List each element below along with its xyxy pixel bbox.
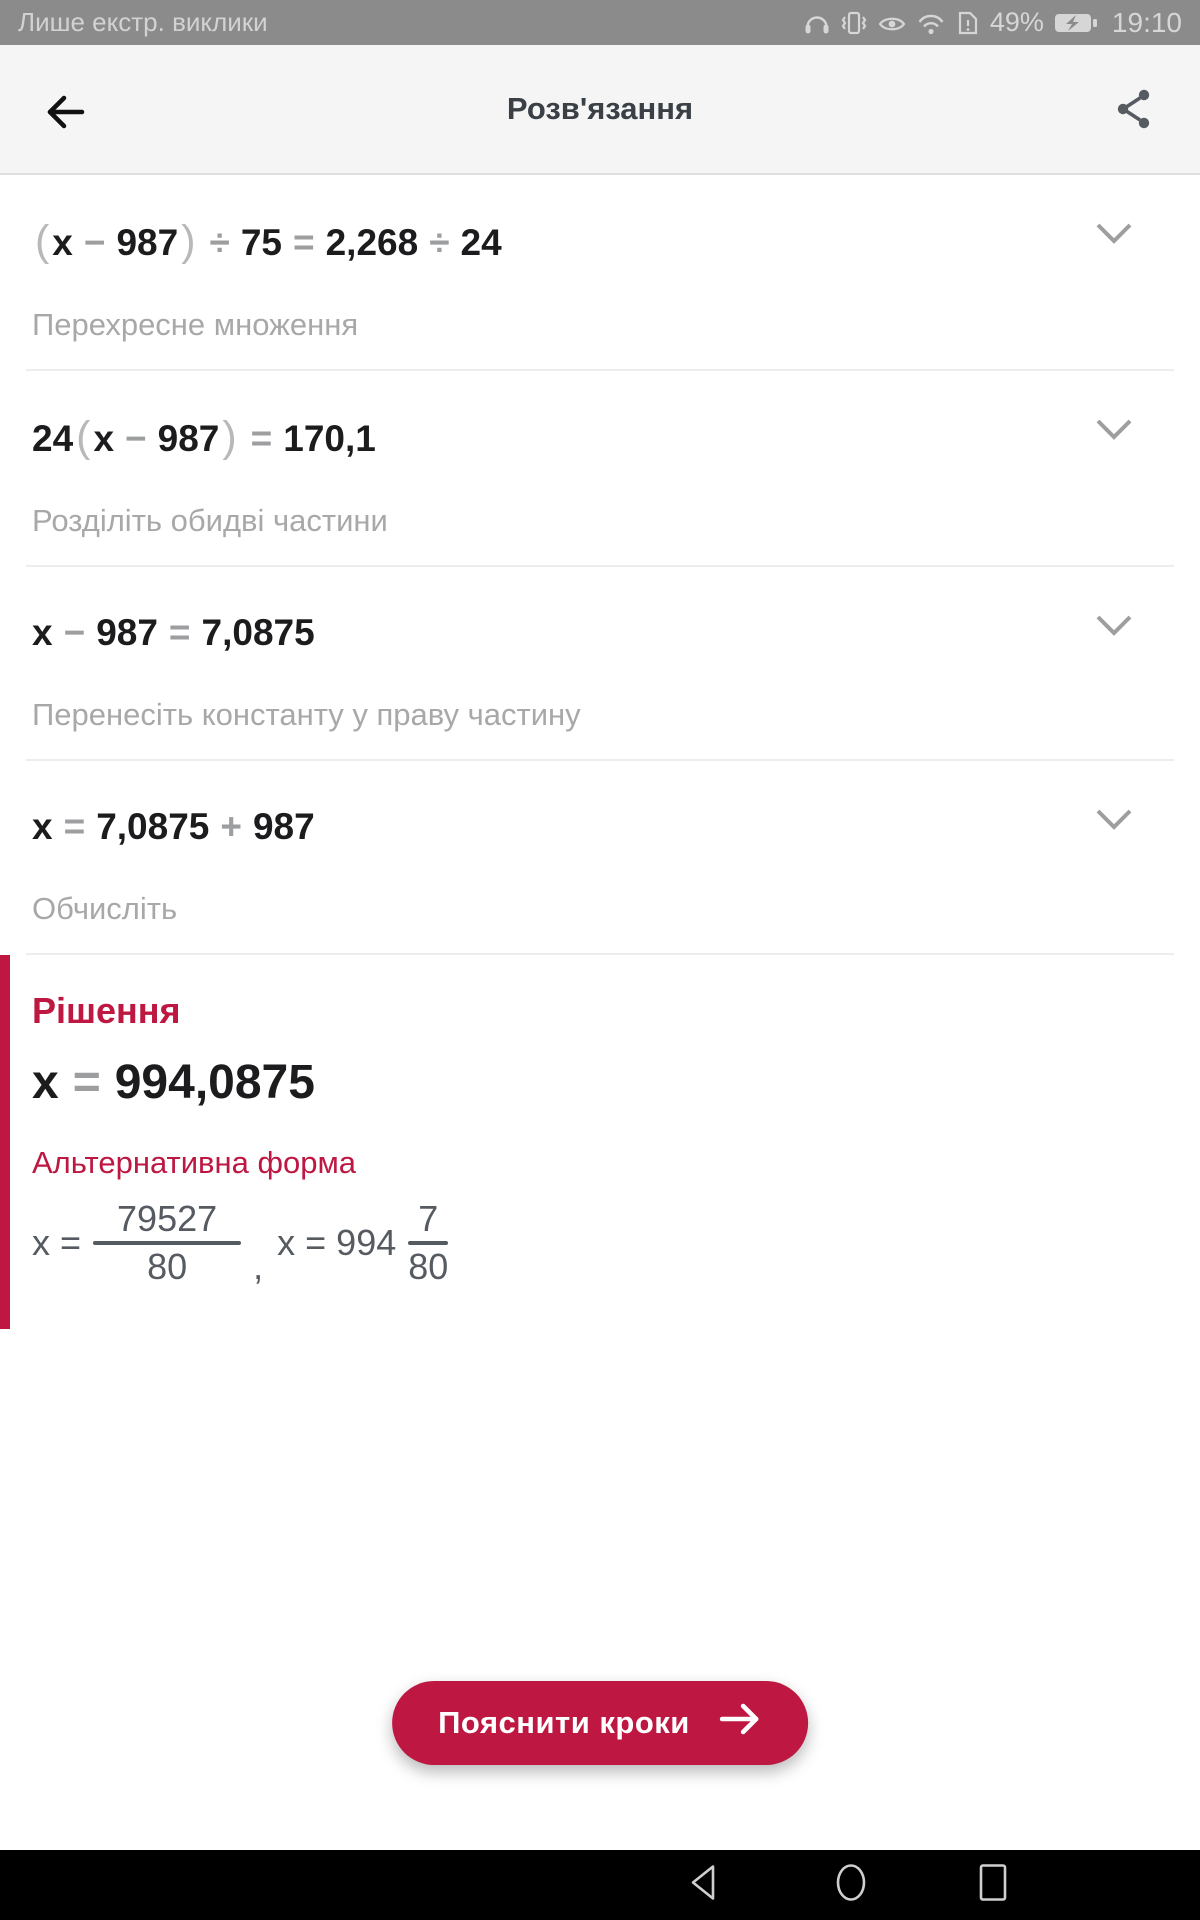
chevron-down-icon[interactable] xyxy=(1094,221,1134,252)
step-row-1: (x −987) ÷ 75 = 2,268 ÷ 24 Перехресне множення xyxy=(26,175,1174,371)
chevron-down-icon[interactable] xyxy=(1094,807,1134,838)
fraction: 7 80 xyxy=(408,1197,449,1289)
step-row-2: 24(x −987) = 170,1 Розділіть обидві частини xyxy=(26,371,1174,567)
share-icon[interactable] xyxy=(1114,87,1154,136)
clock: 19:10 xyxy=(1111,6,1182,38)
vibrate-icon xyxy=(840,9,868,37)
step-equation: x = 7,0875 +987 xyxy=(32,806,315,847)
solution-heading: Рішення xyxy=(32,990,181,1031)
fraction-bar xyxy=(93,1241,242,1245)
step-row-4: x = 7,0875 +987 Обчисліть xyxy=(26,761,1174,955)
nav-recents-icon[interactable] xyxy=(978,1863,1008,1908)
battery-charging-icon xyxy=(1053,9,1099,37)
chevron-down-icon[interactable] xyxy=(1094,417,1134,448)
nav-home-icon[interactable] xyxy=(834,1863,868,1908)
solution-section: Рішення x = 994,0875 Альтернативна форма x… xyxy=(0,955,1200,1329)
status-bar: Лише екстр. виклики xyxy=(0,0,1200,45)
step-label: Перенесіть константу у праву частину xyxy=(32,697,581,732)
solution-result: x = 994,0875 xyxy=(32,1056,315,1109)
arrow-right-icon xyxy=(718,1699,762,1747)
fraction-denominator: 80 xyxy=(408,1246,449,1287)
fraction-bar xyxy=(408,1241,449,1245)
explain-steps-label: Пояснити кроки xyxy=(438,1705,690,1740)
alternative-form-label: Альтернативна форма xyxy=(32,1145,357,1180)
fraction-denominator: 80 xyxy=(147,1246,188,1287)
solution-steps-list: (x −987) ÷ 75 = 2,268 ÷ 24 Перехресне множення … xyxy=(0,175,1200,955)
step-equation: x −987 = 7,0875 xyxy=(32,612,315,653)
step-equation: (x −987) ÷ 75 = 2,268 ÷ 24 xyxy=(35,217,502,265)
android-nav-bar xyxy=(0,1850,1200,1920)
page-title: Розв'язання xyxy=(506,91,694,126)
back-arrow-icon[interactable] xyxy=(42,90,88,139)
wifi-icon xyxy=(916,9,946,37)
explain-steps-button[interactable]: Пояснити кроки xyxy=(392,1681,808,1765)
status-icons: 49% 19:10 xyxy=(803,7,1182,39)
carrier-text: Лише екстр. виклики xyxy=(18,7,268,37)
nav-back-icon[interactable] xyxy=(688,1864,718,1907)
step-equation: 24(x −987) = 170,1 xyxy=(32,413,376,461)
alternative-form-expression: x = 79527 80 , x = 994 7 80 xyxy=(32,1197,1176,1289)
headset-icon xyxy=(803,9,831,37)
fraction: 79527 80 xyxy=(93,1197,242,1289)
step-label: Обчисліть xyxy=(32,891,178,926)
step-row-3: x −987 = 7,0875 Перенесіть константу у прав… xyxy=(26,567,1174,761)
fraction-numerator: 7 xyxy=(418,1198,439,1239)
step-label: Розділіть обидві частини xyxy=(32,503,388,538)
step-label: Перехресне множення xyxy=(32,307,359,342)
sim-alert-icon xyxy=(955,9,981,37)
chevron-down-icon[interactable] xyxy=(1094,613,1134,644)
alt-comma: , xyxy=(253,1246,264,1287)
fraction-numerator: 79527 xyxy=(117,1198,218,1239)
eye-comfort-icon xyxy=(877,9,907,37)
alt-expr2-lhs: x = 994 xyxy=(277,1222,397,1263)
battery-percent: 49% xyxy=(989,7,1044,37)
alt-expr1-lhs: x = xyxy=(32,1222,82,1263)
app-bar: Розв'язання xyxy=(0,45,1200,175)
